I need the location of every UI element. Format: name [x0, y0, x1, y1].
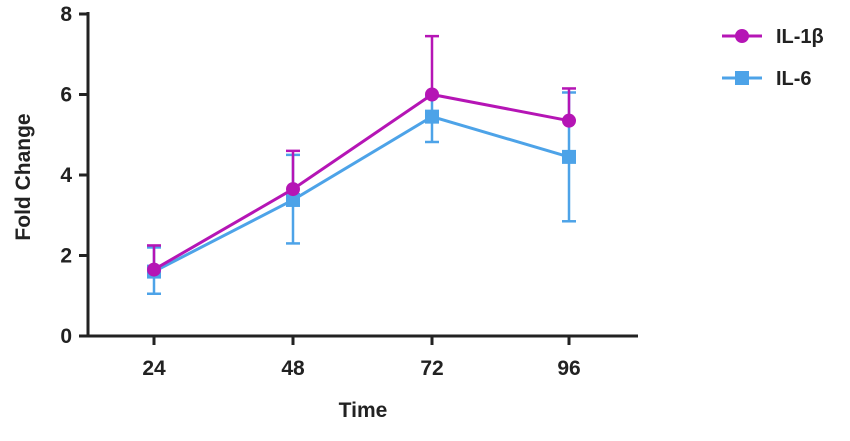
legend-label: IL-1β: [776, 26, 824, 48]
y-tick-label: 4: [60, 164, 72, 187]
y-tick-label: 2: [60, 245, 72, 268]
legend-marker: [735, 71, 749, 85]
x-tick-label: 48: [281, 357, 305, 380]
data-point: [562, 149, 576, 164]
y-tick-label: 6: [60, 84, 72, 107]
data-point: [286, 182, 300, 197]
legend: IL-1β IL-6: [722, 26, 824, 90]
series-layer: [147, 34, 576, 295]
x-tick-label: 24: [142, 357, 166, 380]
legend-marker: [735, 29, 749, 43]
data-point: [147, 262, 161, 277]
data-point: [562, 113, 576, 128]
series-il-6: [147, 91, 576, 295]
data-point: [286, 192, 300, 207]
legend-entry: IL-1β: [722, 26, 824, 48]
y-tick-label: 0: [60, 325, 72, 348]
y-tick-label: 8: [60, 3, 72, 26]
data-point: [425, 109, 439, 124]
data-point: [425, 87, 439, 102]
legend-entry: IL-6: [722, 68, 812, 90]
series-line: [153, 92, 570, 271]
x-tick-label: 72: [420, 357, 443, 380]
series-line: [153, 115, 570, 273]
y-axis-title: Fold Change: [12, 113, 35, 240]
legend-label: IL-6: [776, 68, 812, 90]
x-axis-title: Time: [339, 399, 388, 422]
series-il-1b: [147, 34, 576, 277]
x-tick-label: 96: [557, 357, 580, 380]
